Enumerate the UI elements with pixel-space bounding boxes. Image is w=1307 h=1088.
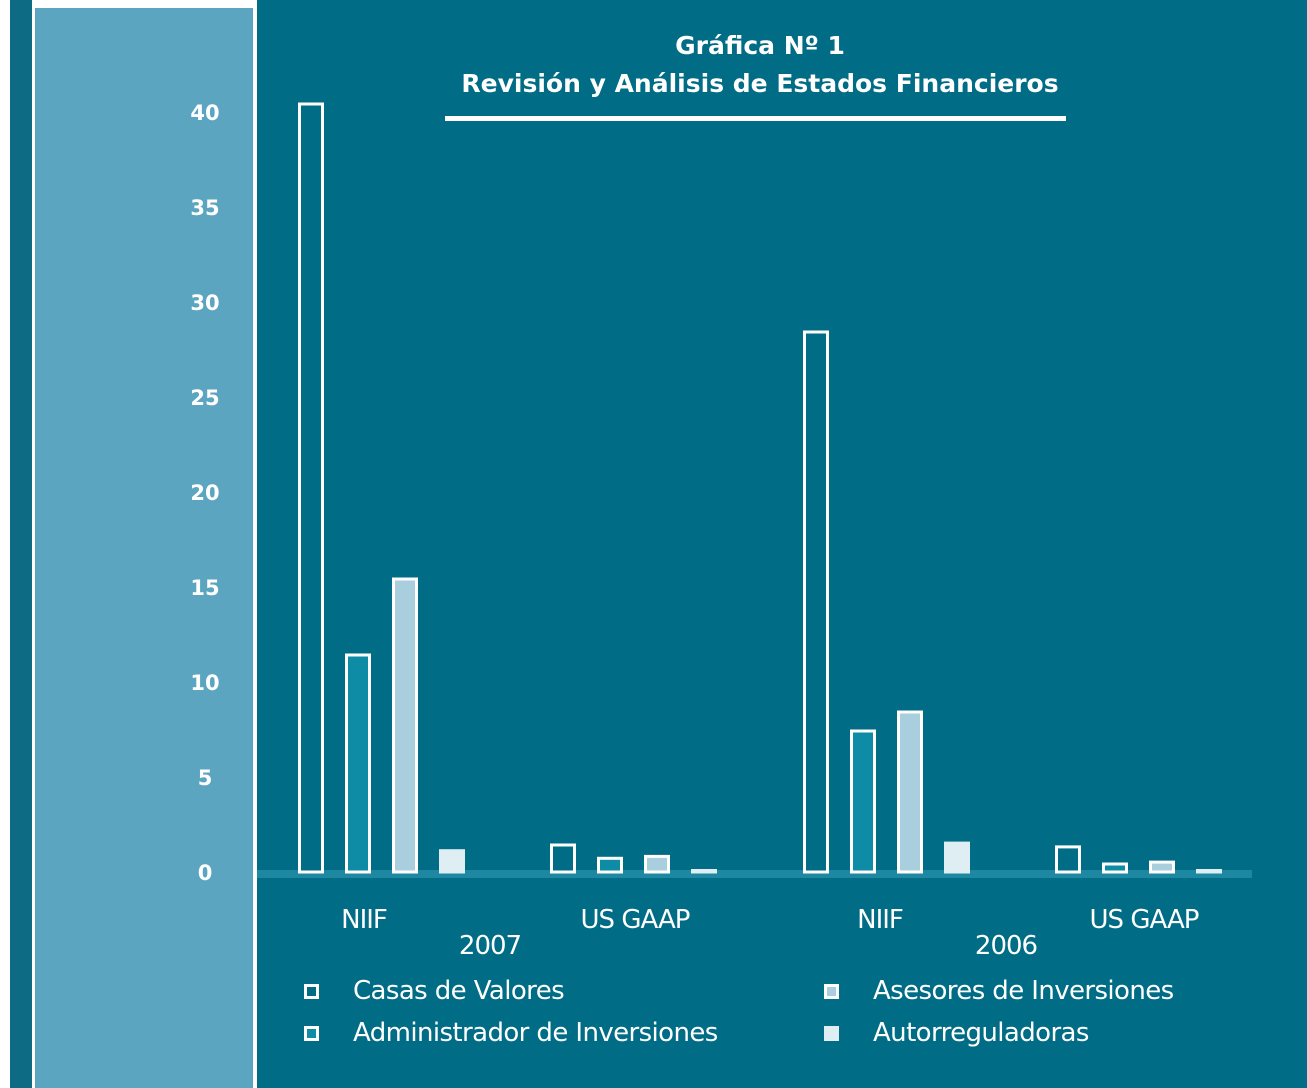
legend-swatch — [304, 1025, 319, 1041]
y-tick-label: 35 — [190, 196, 219, 220]
chart-subtitle: Revisión y Análisis de Estados Financier… — [461, 69, 1059, 98]
bar — [345, 653, 371, 874]
bar — [550, 843, 576, 874]
bar — [897, 710, 923, 874]
category-label: NIIF — [857, 905, 903, 935]
legend-item: Administrador de Inversiones — [304, 1018, 718, 1048]
y-tick-label: 5 — [198, 766, 213, 790]
legend-label: Asesores de Inversiones — [873, 976, 1174, 1006]
legend-swatch — [824, 983, 839, 999]
legend-item: Autorreguladoras — [824, 1018, 1089, 1048]
panel-divider — [253, 8, 257, 1088]
legend-label: Casas de Valores — [353, 976, 565, 1006]
y-tick-label: 15 — [190, 576, 219, 600]
group-label: 2007 — [459, 931, 521, 961]
left-edge-bar — [10, 0, 32, 1088]
legend-label: Autorreguladoras — [873, 1018, 1089, 1048]
legend-label: Administrador de Inversiones — [353, 1018, 718, 1048]
bar — [803, 330, 829, 874]
plot-area — [257, 8, 1307, 1088]
bar — [1149, 860, 1175, 874]
legend-swatch — [824, 1025, 839, 1041]
bar — [392, 577, 418, 874]
bar — [1196, 869, 1222, 874]
bar — [644, 854, 670, 874]
y-axis-panel — [35, 8, 253, 1088]
bar — [850, 729, 876, 874]
legend-item: Asesores de Inversiones — [824, 976, 1174, 1006]
y-tick-label: 10 — [190, 671, 219, 695]
legend-item: Casas de Valores — [304, 976, 565, 1006]
category-label: US GAAP — [1090, 905, 1199, 935]
bar — [597, 856, 623, 874]
y-tick-label: 30 — [190, 291, 219, 315]
category-label: NIIF — [341, 905, 387, 935]
category-label: US GAAP — [581, 905, 690, 935]
bar — [439, 849, 465, 874]
y-tick-label: 20 — [190, 481, 219, 505]
bar — [691, 869, 717, 874]
bar — [1102, 862, 1128, 874]
y-tick-label: 25 — [190, 386, 219, 410]
bar — [944, 841, 970, 874]
group-label: 2006 — [975, 931, 1037, 961]
chart-title: Gráfica Nº 1 — [675, 31, 845, 60]
legend-swatch — [304, 983, 319, 999]
bar — [298, 102, 324, 874]
y-tick-label: 0 — [198, 861, 213, 885]
x-axis-baseline — [257, 870, 1252, 878]
bar — [1055, 845, 1081, 874]
title-underline — [445, 116, 1066, 121]
y-tick-label: 40 — [190, 101, 219, 125]
